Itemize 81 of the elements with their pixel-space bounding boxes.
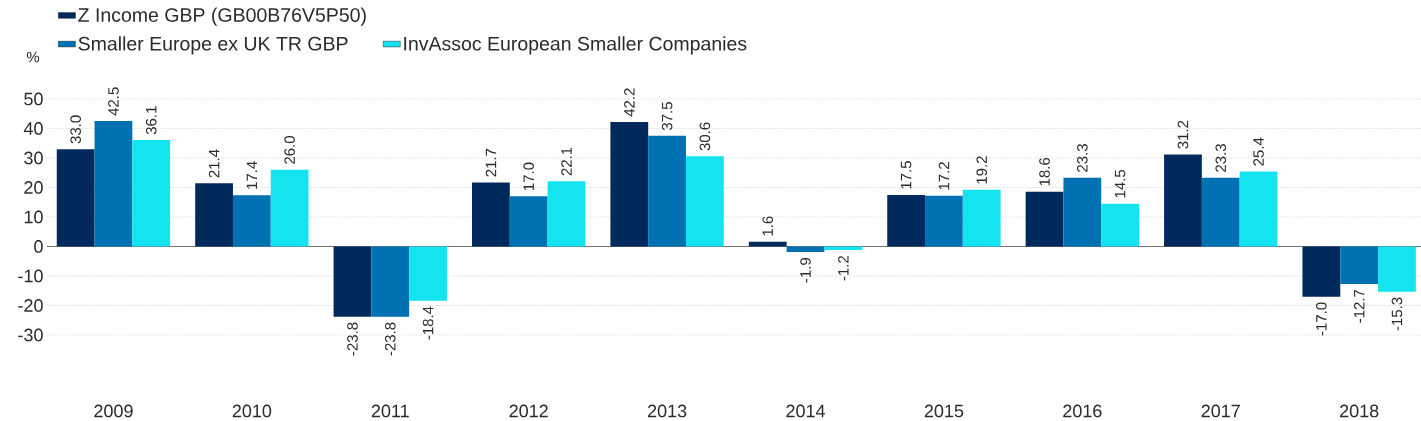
y-tick-label: 0 [34,240,43,253]
data-label: 21.7 [485,148,497,177]
y-tick-label: 30 [24,151,43,165]
bar [1063,177,1102,247]
bar [1025,191,1064,247]
bar [232,195,271,247]
data-label: 17.4 [246,161,258,189]
bar [925,195,963,247]
data-label: 17.2 [938,162,950,190]
bar [195,183,233,247]
data-label: 31.2 [1177,120,1189,149]
bar [1101,203,1140,247]
data-label: 17.5 [900,161,912,189]
data-label: 25.4 [1253,137,1264,166]
bar [132,140,171,247]
bar [962,189,1001,247]
bar [1302,246,1341,297]
x-tick-label: 2010 [232,404,272,418]
legend-label: InvAssoc European Smaller Companies [404,36,747,55]
bar [409,246,447,301]
data-label: 23.3 [1215,144,1227,172]
data-label: -1.2 [838,255,849,281]
x-tick-label: 2011 [371,404,409,418]
x-tick-label: 2017 [1201,404,1240,418]
bar [509,196,548,247]
y-tick-label: 40 [23,122,43,135]
data-label: 23.3 [1077,144,1088,172]
x-tick-label: 2014 [786,404,825,418]
bar [1239,171,1278,247]
bar [94,121,133,247]
data-label: 1.6 [762,216,774,236]
data-label: 33.0 [70,115,81,144]
data-label: -17.0 [1316,302,1327,336]
bar [1340,246,1379,284]
x-tick-label: 2012 [509,404,548,418]
x-tick-label: 2015 [924,404,964,418]
bar [748,241,787,247]
bar [472,182,510,247]
y-axis-title: % [26,51,40,63]
y-tick-label: 50 [24,92,43,106]
data-label: -18.4 [422,306,434,340]
y-tick-label: -30 [18,328,43,342]
bar [648,135,686,247]
x-tick-label: 2016 [1063,404,1102,418]
bar [1164,154,1202,247]
data-label: 30.6 [699,122,711,151]
data-label: -15.3 [1391,297,1403,331]
bar [333,246,372,317]
data-label: -1.9 [800,258,811,283]
data-label: 19.2 [976,156,988,184]
bar [547,181,586,247]
data-label: 42.5 [108,87,119,116]
data-label: 22.1 [561,147,572,176]
data-label: 36.1 [145,106,157,135]
data-label: -23.8 [384,322,396,356]
bar [887,194,926,247]
data-label: 18.6 [1039,157,1050,186]
bar [371,246,410,317]
data-label: 21.4 [208,149,220,178]
data-label: 26.0 [284,136,295,164]
y-tick-label: 10 [24,210,43,224]
data-label: 14.5 [1114,169,1126,198]
data-label: 17.0 [523,162,534,190]
y-tick-label: -10 [18,269,43,283]
data-label: 42.2 [624,88,635,117]
bar [1201,177,1240,247]
data-label: -23.8 [347,322,358,356]
y-tick-label: 20 [24,181,43,194]
bar [270,169,309,247]
data-label: -12.7 [1353,289,1365,323]
legend-label: Z Income GBP (GB00B76V5P50) [78,7,366,26]
bar [610,122,649,247]
legend-label: Smaller Europe ex UK TR GBP [78,36,348,55]
bar [56,149,95,247]
y-tick-label: -20 [18,299,43,312]
data-label: 37.5 [661,102,673,131]
bar [1378,246,1416,292]
x-tick-label: 2018 [1340,404,1379,418]
x-tick-label: 2009 [94,404,133,418]
bar [685,156,724,247]
x-tick-label: 2013 [647,404,687,418]
